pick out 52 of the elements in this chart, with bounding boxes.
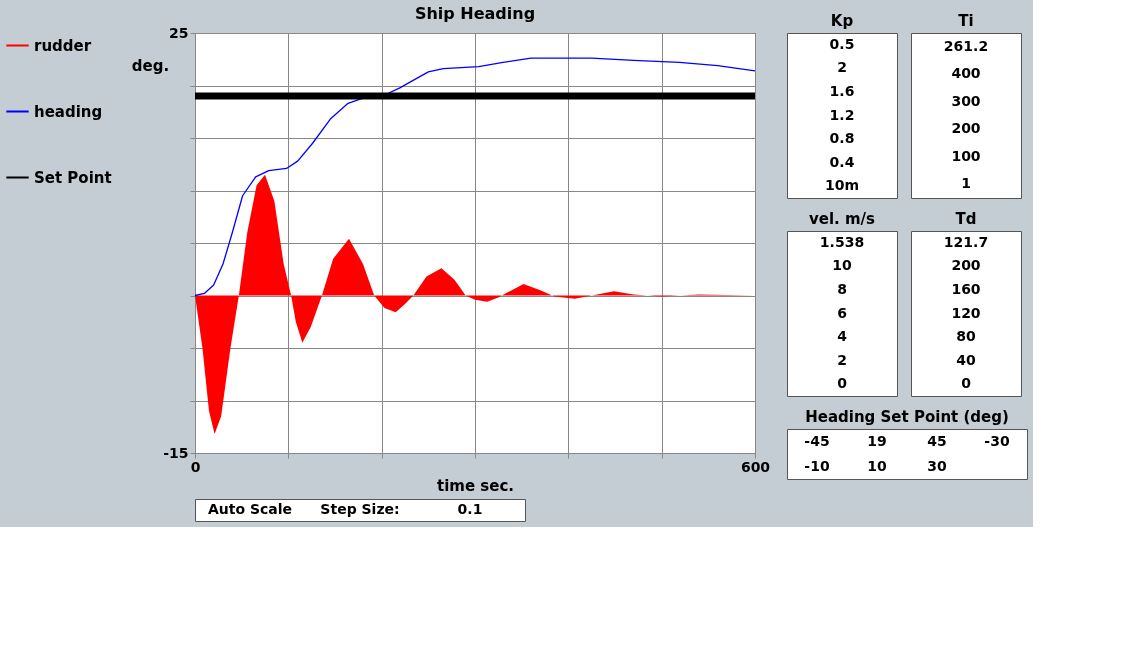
text: Auto Scale: [207, 501, 293, 517]
text: 121.7: [943, 233, 989, 250]
text: 1.2: [829, 106, 855, 123]
text: 4: [837, 328, 848, 345]
text: 30: [927, 457, 947, 474]
text: 2: [837, 351, 847, 368]
text: 120: [951, 304, 981, 321]
text: 19: [867, 432, 887, 449]
text: 400: [951, 65, 981, 82]
text: 200: [951, 120, 981, 137]
text: 0.1: [457, 501, 483, 517]
text: 80: [956, 328, 976, 345]
text: 200: [951, 257, 981, 274]
text: 261.2: [943, 37, 989, 54]
legend-label: heading: [34, 102, 103, 121]
text: 1.538: [819, 233, 865, 250]
x-tick-label: 600: [740, 458, 771, 475]
text: 0: [961, 375, 972, 392]
y-tick-label: -15: [163, 444, 189, 461]
text: 10: [867, 457, 887, 474]
text: Step Size:: [320, 501, 400, 517]
text: vel. m/s: [808, 210, 876, 228]
text: 2: [837, 59, 847, 76]
line-series: [194, 57, 756, 297]
text: 300: [951, 92, 981, 109]
text: 0: [837, 375, 848, 392]
legend-label: Set Point: [34, 168, 112, 187]
text: 10m: [824, 177, 860, 194]
text: -30: [984, 432, 1010, 449]
text: 1: [961, 175, 971, 192]
text: 10: [832, 257, 852, 274]
text: Heading Set Point (deg): [805, 408, 1009, 426]
text: Ti: [958, 12, 974, 30]
text: 0.8: [829, 130, 855, 147]
y-axis-title: deg.: [131, 56, 170, 75]
y-tick-label: 25: [169, 24, 189, 41]
text: 1.6: [829, 82, 855, 99]
text: 8: [837, 280, 847, 297]
text: 45: [927, 432, 947, 449]
text: 40: [956, 351, 976, 368]
text: Kp: [830, 12, 854, 30]
text: 0.4: [829, 153, 855, 170]
text: 6: [837, 304, 847, 321]
text: -10: [804, 457, 830, 474]
text: Td: [955, 210, 977, 228]
text: 160: [951, 280, 981, 297]
chart-title: Ship Heading: [414, 4, 536, 23]
text: 100: [951, 147, 981, 164]
text: -45: [804, 432, 830, 449]
legend-label: rudder: [34, 36, 92, 55]
text: 0.5: [829, 35, 855, 52]
x-axis-title: time sec.: [436, 476, 515, 495]
